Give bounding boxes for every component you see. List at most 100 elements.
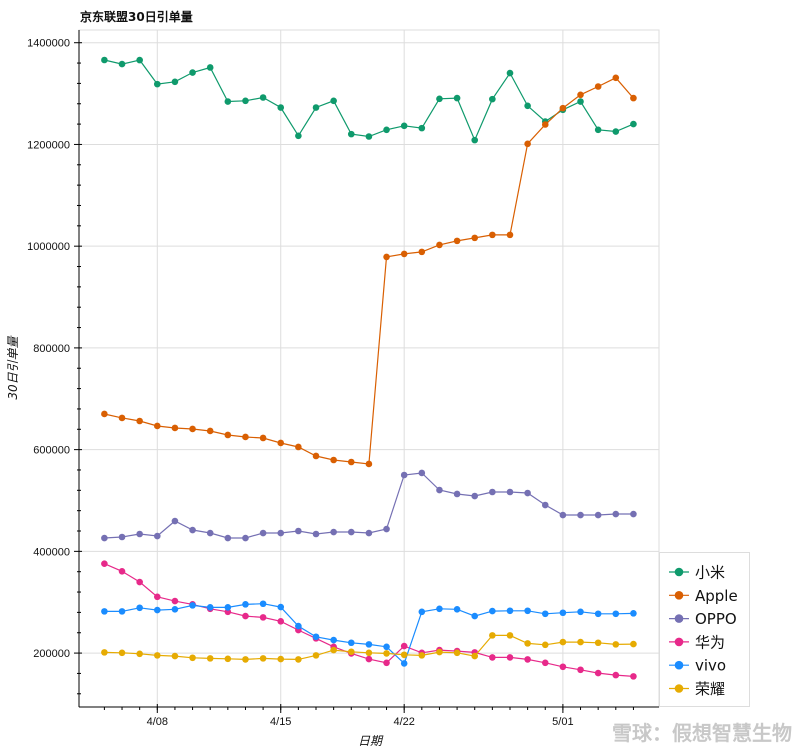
data-point: [400, 250, 408, 258]
data-point: [242, 97, 249, 105]
data-point: [541, 121, 549, 128]
data-point: [365, 649, 373, 657]
data-point: [330, 456, 337, 464]
data-point: [295, 132, 302, 140]
data-point: [259, 94, 267, 101]
data-point: [471, 136, 479, 144]
data-point: [136, 56, 143, 64]
data-point: [242, 656, 249, 663]
data-point: [101, 56, 108, 64]
data-point: [418, 124, 426, 132]
data-point: [594, 610, 602, 618]
data-point: [189, 69, 196, 76]
data-point: [101, 534, 108, 542]
legend-marker: [674, 614, 684, 623]
data-point: [471, 652, 479, 660]
data-point: [612, 671, 620, 679]
series-line: [104, 472, 634, 539]
y-tick-label: 1400000: [27, 38, 70, 50]
data-point: [136, 604, 143, 612]
data-point: [224, 604, 232, 611]
data-point: [453, 237, 461, 245]
data-point: [277, 618, 285, 625]
data-point: [524, 102, 531, 110]
data-point: [118, 533, 126, 541]
data-point: [242, 612, 249, 620]
data-point: [312, 652, 320, 659]
data-point: [489, 95, 496, 103]
series-3: [101, 560, 637, 680]
legend-marker: [674, 660, 684, 670]
watermark: 雪球：假想智慧生物: [612, 721, 792, 745]
x-axis-label: 日期: [358, 734, 384, 748]
data-point: [383, 650, 390, 657]
data-point: [630, 640, 637, 648]
data-point: [101, 608, 108, 615]
data-point: [400, 651, 408, 659]
data-point: [206, 655, 214, 662]
data-point: [259, 529, 267, 537]
y-tick-label: 1200000: [27, 139, 70, 151]
data-point: [630, 120, 637, 128]
data-point: [541, 610, 549, 618]
data-point: [136, 417, 143, 425]
legend-label: 华为: [695, 633, 725, 651]
data-point: [524, 607, 531, 615]
data-point: [594, 669, 602, 677]
x-tick-label: 4/15: [270, 716, 291, 728]
data-point: [206, 529, 214, 537]
data-point: [277, 104, 285, 111]
data-point: [347, 458, 355, 466]
data-point: [506, 632, 514, 639]
legend-label: vivo: [695, 657, 726, 675]
data-point: [330, 97, 337, 105]
data-point: [471, 492, 479, 500]
data-point: [118, 568, 126, 575]
y-axis-label: 30日引单量: [6, 335, 20, 399]
data-point: [259, 655, 267, 662]
legend-marker: [674, 637, 684, 647]
data-point: [347, 639, 355, 647]
data-point: [594, 83, 602, 90]
data-point: [365, 460, 373, 468]
x-tick-label: 5/01: [552, 716, 573, 728]
data-point: [506, 488, 514, 496]
y-tick-label: 600000: [33, 445, 70, 457]
data-point: [242, 534, 249, 542]
data-point: [418, 608, 426, 616]
data-point: [295, 656, 302, 663]
data-point: [189, 602, 196, 609]
legend-label: OPPO: [695, 610, 737, 628]
data-point: [101, 560, 108, 568]
data-point: [489, 607, 496, 615]
data-point: [365, 641, 373, 648]
data-point: [206, 604, 214, 611]
data-point: [171, 424, 179, 432]
data-point: [383, 253, 390, 261]
chart-title: 京东联盟30日引单量: [80, 9, 193, 24]
data-point: [630, 673, 637, 680]
data-point: [400, 642, 408, 650]
data-point: [489, 488, 496, 496]
y-tick-label: 1000000: [27, 241, 70, 253]
data-point: [612, 128, 620, 135]
data-point: [383, 643, 390, 651]
data-point: [118, 60, 126, 68]
data-point: [418, 652, 426, 659]
data-point: [612, 74, 620, 82]
grid: [78, 29, 660, 708]
data-point: [524, 489, 531, 497]
data-point: [242, 433, 249, 441]
data-point: [153, 593, 161, 601]
data-point: [171, 78, 179, 86]
data-point: [594, 126, 602, 134]
data-point: [612, 510, 620, 518]
series-0: [101, 56, 637, 144]
series-2: [101, 469, 637, 542]
data-point: [400, 471, 408, 479]
x-tick-label: 4/08: [147, 716, 168, 728]
data-point: [118, 649, 126, 657]
data-point: [153, 652, 161, 659]
data-point: [312, 104, 320, 111]
